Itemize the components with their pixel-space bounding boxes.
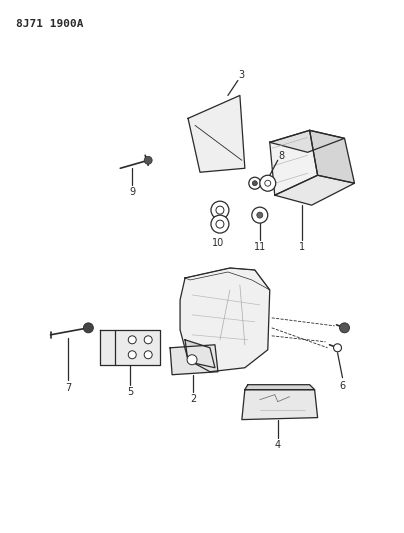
Polygon shape: [270, 131, 318, 195]
Polygon shape: [170, 345, 218, 375]
Circle shape: [216, 220, 224, 228]
Polygon shape: [309, 131, 354, 183]
Circle shape: [144, 336, 152, 344]
Polygon shape: [270, 131, 345, 152]
Polygon shape: [185, 340, 215, 368]
Polygon shape: [242, 390, 318, 419]
Circle shape: [211, 201, 229, 219]
Circle shape: [211, 215, 229, 233]
Text: 9: 9: [129, 187, 135, 197]
Text: 3: 3: [239, 70, 245, 80]
Circle shape: [216, 206, 224, 214]
Text: 2: 2: [190, 394, 196, 403]
Polygon shape: [245, 385, 315, 390]
Polygon shape: [100, 330, 160, 365]
Circle shape: [257, 212, 263, 218]
Circle shape: [265, 180, 271, 186]
Circle shape: [128, 336, 136, 344]
Text: 6: 6: [339, 381, 345, 391]
Text: 10: 10: [212, 238, 224, 248]
Polygon shape: [188, 95, 245, 172]
Circle shape: [339, 323, 349, 333]
Text: 11: 11: [254, 242, 266, 252]
Circle shape: [252, 181, 257, 185]
Circle shape: [187, 355, 197, 365]
Polygon shape: [180, 268, 270, 372]
Text: 8: 8: [279, 151, 285, 161]
Circle shape: [128, 351, 136, 359]
Circle shape: [83, 323, 93, 333]
Text: 1: 1: [299, 242, 305, 252]
Circle shape: [144, 156, 152, 164]
Text: 8J71 1900A: 8J71 1900A: [16, 19, 83, 29]
Circle shape: [249, 177, 261, 189]
Circle shape: [260, 175, 276, 191]
Text: 4: 4: [275, 440, 281, 449]
Circle shape: [334, 344, 341, 352]
Circle shape: [144, 351, 152, 359]
Circle shape: [252, 207, 268, 223]
Polygon shape: [275, 175, 354, 205]
Text: 7: 7: [65, 383, 72, 393]
Text: 5: 5: [127, 386, 133, 397]
